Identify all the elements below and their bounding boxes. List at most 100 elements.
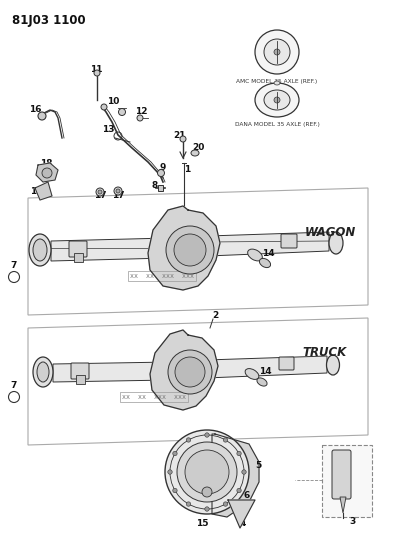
- Polygon shape: [228, 500, 255, 528]
- Text: 20: 20: [192, 143, 204, 152]
- Text: 11: 11: [90, 64, 102, 74]
- Ellipse shape: [248, 249, 262, 261]
- Text: 3: 3: [349, 516, 355, 526]
- Polygon shape: [206, 356, 327, 378]
- Text: 21: 21: [173, 132, 185, 141]
- Text: WAGON: WAGON: [305, 225, 356, 238]
- Ellipse shape: [191, 150, 199, 156]
- Circle shape: [180, 136, 186, 142]
- Circle shape: [101, 104, 107, 110]
- Text: xx  xx  xxx  xxx: xx xx xxx xxx: [122, 394, 186, 400]
- Text: 4: 4: [240, 520, 246, 529]
- Ellipse shape: [329, 232, 343, 254]
- FancyBboxPatch shape: [279, 357, 294, 370]
- Text: AMC MODEL 35 AXLE (REF.): AMC MODEL 35 AXLE (REF.): [236, 79, 318, 84]
- FancyBboxPatch shape: [69, 241, 87, 257]
- Circle shape: [223, 438, 228, 442]
- Ellipse shape: [33, 239, 47, 261]
- Ellipse shape: [29, 234, 51, 266]
- Ellipse shape: [37, 362, 49, 382]
- Ellipse shape: [245, 369, 259, 379]
- Circle shape: [98, 190, 102, 194]
- Circle shape: [223, 502, 228, 506]
- Ellipse shape: [327, 355, 339, 375]
- Circle shape: [274, 97, 280, 103]
- Text: 9: 9: [160, 164, 166, 173]
- Text: 6: 6: [244, 490, 250, 499]
- Text: 8: 8: [152, 182, 158, 190]
- Text: 81J03 1100: 81J03 1100: [12, 14, 86, 27]
- Circle shape: [186, 438, 191, 442]
- Ellipse shape: [264, 90, 290, 110]
- Circle shape: [185, 450, 229, 494]
- Text: 17: 17: [112, 190, 124, 199]
- Polygon shape: [340, 497, 346, 513]
- Text: xx  xx  xxx  xxx: xx xx xxx xxx: [130, 273, 194, 279]
- Text: 17: 17: [94, 190, 106, 199]
- Polygon shape: [51, 238, 168, 261]
- Circle shape: [116, 189, 120, 193]
- Circle shape: [274, 49, 280, 55]
- Circle shape: [38, 112, 46, 120]
- Circle shape: [175, 357, 205, 387]
- Text: 19: 19: [30, 188, 42, 197]
- Bar: [158, 185, 163, 191]
- Text: 15: 15: [196, 519, 208, 528]
- Circle shape: [118, 109, 126, 116]
- Text: 1: 1: [184, 166, 190, 174]
- Text: 14: 14: [259, 367, 271, 376]
- Circle shape: [264, 39, 290, 65]
- Text: TRUCK: TRUCK: [303, 346, 347, 359]
- Circle shape: [173, 451, 177, 456]
- Text: 10: 10: [107, 96, 119, 106]
- Polygon shape: [36, 163, 58, 182]
- FancyBboxPatch shape: [332, 450, 351, 499]
- Circle shape: [158, 169, 164, 176]
- Ellipse shape: [33, 357, 53, 387]
- Ellipse shape: [260, 259, 271, 268]
- Polygon shape: [148, 206, 220, 290]
- Circle shape: [114, 187, 122, 195]
- Text: 5: 5: [255, 462, 261, 471]
- Polygon shape: [212, 434, 259, 517]
- Circle shape: [96, 188, 104, 196]
- Circle shape: [186, 502, 191, 506]
- Text: 14: 14: [261, 248, 274, 257]
- Polygon shape: [35, 182, 52, 200]
- Circle shape: [237, 488, 241, 492]
- Circle shape: [173, 488, 177, 492]
- FancyBboxPatch shape: [71, 363, 89, 379]
- Circle shape: [205, 507, 209, 511]
- Circle shape: [242, 470, 246, 474]
- Circle shape: [202, 487, 212, 497]
- Polygon shape: [53, 362, 170, 382]
- Circle shape: [166, 226, 214, 274]
- Text: DANA MODEL 35 AXLE (REF.): DANA MODEL 35 AXLE (REF.): [235, 122, 320, 127]
- Ellipse shape: [255, 83, 299, 117]
- Circle shape: [174, 234, 206, 266]
- Text: 18: 18: [40, 158, 52, 167]
- Ellipse shape: [274, 81, 280, 85]
- FancyBboxPatch shape: [75, 375, 85, 384]
- Circle shape: [137, 115, 143, 121]
- Text: 7: 7: [11, 381, 17, 390]
- Ellipse shape: [257, 378, 267, 386]
- Polygon shape: [208, 232, 329, 256]
- Polygon shape: [150, 330, 218, 410]
- Text: 2: 2: [212, 311, 218, 319]
- Circle shape: [255, 30, 299, 74]
- Circle shape: [177, 442, 237, 502]
- Bar: [322, 445, 372, 517]
- Circle shape: [165, 430, 249, 514]
- Text: 16: 16: [29, 106, 41, 115]
- Text: 7: 7: [11, 261, 17, 270]
- Circle shape: [168, 350, 212, 394]
- Circle shape: [94, 70, 100, 76]
- Circle shape: [205, 433, 209, 437]
- Text: 13: 13: [102, 125, 114, 134]
- FancyBboxPatch shape: [281, 234, 297, 248]
- Circle shape: [42, 168, 52, 178]
- Circle shape: [168, 470, 172, 474]
- Text: 12: 12: [135, 107, 147, 116]
- Circle shape: [237, 451, 241, 456]
